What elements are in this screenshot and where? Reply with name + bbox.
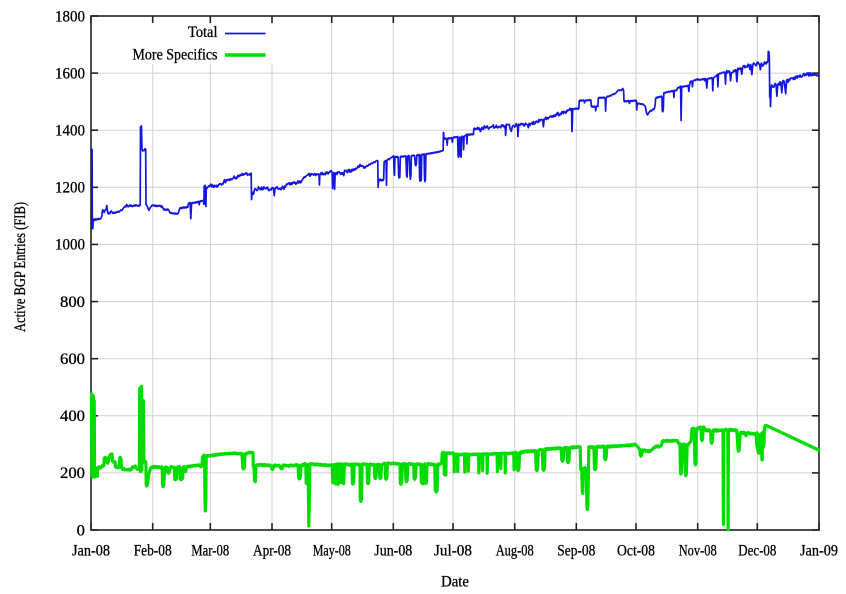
svg-text:Dec-08: Dec-08 — [738, 543, 776, 560]
svg-text:Total: Total — [188, 24, 218, 41]
svg-text:800: 800 — [60, 294, 85, 311]
svg-text:Jan-09: Jan-09 — [800, 543, 838, 560]
svg-text:Nov-08: Nov-08 — [679, 543, 717, 560]
svg-text:Mar-08: Mar-08 — [191, 543, 229, 560]
svg-text:1200: 1200 — [55, 180, 85, 197]
svg-text:Apr-08: Apr-08 — [253, 543, 291, 560]
svg-text:1800: 1800 — [55, 8, 85, 25]
svg-text:Aug-08: Aug-08 — [496, 543, 534, 560]
svg-text:Date: Date — [441, 574, 469, 591]
svg-text:0: 0 — [77, 522, 85, 539]
svg-text:Sep-08: Sep-08 — [557, 543, 595, 560]
svg-text:Jun-08: Jun-08 — [374, 543, 412, 560]
svg-text:1400: 1400 — [55, 123, 85, 140]
svg-text:More Specifics: More Specifics — [133, 47, 218, 64]
svg-text:600: 600 — [60, 351, 85, 368]
svg-text:200: 200 — [60, 465, 85, 482]
svg-text:1000: 1000 — [55, 237, 85, 254]
svg-text:Feb-08: Feb-08 — [134, 543, 172, 560]
svg-text:400: 400 — [60, 408, 85, 425]
svg-text:Jan-08: Jan-08 — [72, 543, 110, 560]
svg-text:Active BGP Entries (FIB): Active BGP Entries (FIB) — [12, 202, 29, 332]
svg-text:Jul-08: Jul-08 — [434, 543, 472, 560]
svg-text:May-08: May-08 — [313, 543, 351, 560]
svg-text:1600: 1600 — [55, 65, 85, 82]
svg-text:Oct-08: Oct-08 — [617, 543, 655, 560]
